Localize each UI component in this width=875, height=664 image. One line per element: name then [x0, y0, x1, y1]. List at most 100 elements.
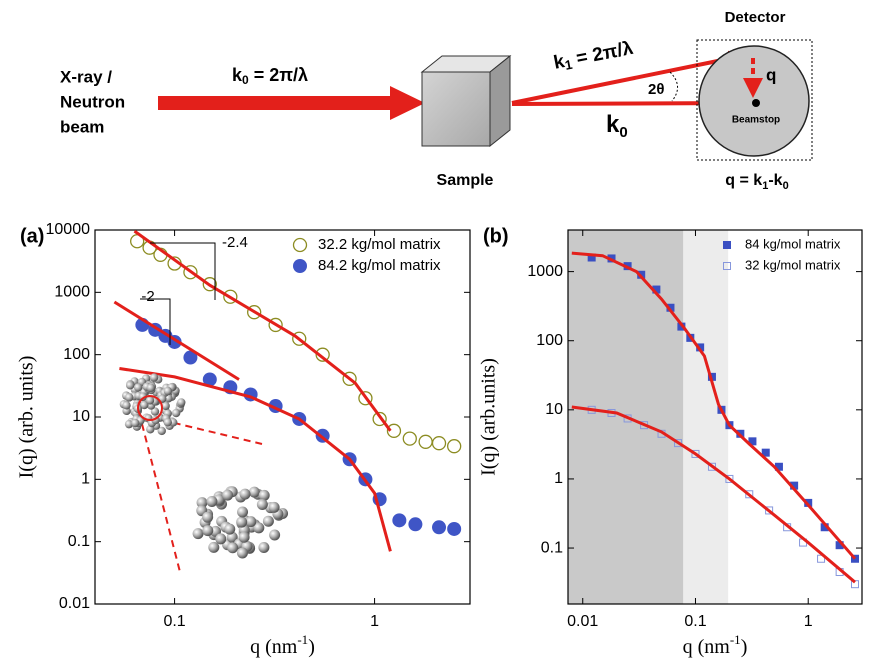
subscript: 1: [762, 180, 768, 192]
y-tick-label: 10000: [46, 221, 91, 238]
point: [386, 423, 402, 438]
chart: 0.1 1 10 100 1000 0.01 0.1 1 84 kg/mol matrix 32 …: [478, 225, 863, 658]
y-axis-label: I(q) (arb. units): [16, 356, 38, 479]
q-def-part: -k: [768, 172, 782, 189]
beamstop-label: Beamstop: [732, 115, 780, 126]
subscript: 0: [619, 124, 627, 141]
chart: 0.01 0.1 1 10 100 1000 10000 0.1 1 32.2 kg/mol ma…: [16, 221, 471, 658]
point: [745, 490, 754, 499]
subscript: 0: [783, 180, 789, 192]
sphere: [262, 515, 274, 527]
point: [652, 285, 661, 294]
sphere: [122, 401, 131, 410]
sphere: [163, 418, 172, 427]
inset-illustration: [119, 373, 289, 573]
panel-label: (a): [20, 225, 44, 247]
sample-label: Sample: [437, 172, 494, 189]
point: [202, 372, 217, 387]
sphere: [125, 381, 135, 390]
point: [358, 391, 373, 406]
y-tick-label: 10: [72, 408, 90, 425]
y-tick-label: 10: [545, 401, 563, 418]
point: [183, 265, 198, 280]
legend-symbol: [723, 241, 731, 249]
point: [202, 277, 217, 292]
detector-label: Detector: [725, 9, 786, 26]
point: [392, 513, 407, 528]
point: [761, 448, 770, 457]
annotation: -2: [141, 288, 154, 305]
y-tick-label: 100: [536, 332, 563, 349]
sphere: [163, 386, 173, 396]
y-axis-label: I(q) (arb.units): [478, 358, 500, 476]
series-group: [571, 251, 859, 589]
x-axis-label-sup: -1: [297, 632, 308, 647]
source-label: beam: [60, 117, 104, 136]
y-tick-label: 0.1: [541, 539, 563, 556]
sphere: [157, 426, 166, 436]
x-axis-label-part: ): [308, 636, 315, 658]
point: [748, 437, 757, 446]
point: [447, 439, 462, 454]
legend-label: 84 kg/mol matrix: [745, 236, 841, 251]
sphere: [224, 523, 236, 535]
sphere: [131, 418, 140, 428]
point: [587, 253, 596, 262]
sphere: [140, 400, 149, 410]
sphere: [125, 393, 134, 402]
sphere: [238, 531, 250, 543]
k: k: [552, 51, 567, 74]
fit-line: [571, 251, 857, 560]
point: [820, 523, 829, 532]
panel-label: (b): [483, 225, 509, 247]
x-axis-label: q (nm-1): [683, 632, 748, 658]
subscript: 1: [564, 57, 574, 73]
point: [790, 481, 799, 490]
x-axis-label-sup: -1: [730, 632, 741, 647]
schematic: X-ray / Neutron beam k0 = 2π/λ 2θ k1 = 2…: [60, 9, 813, 192]
legend-symbol: [723, 262, 731, 270]
sphere: [268, 501, 280, 513]
q-label: q: [766, 65, 776, 84]
sphere: [227, 542, 239, 554]
x-tick-label: 1: [804, 613, 813, 630]
point: [315, 347, 330, 362]
sphere: [206, 495, 218, 507]
point: [431, 436, 447, 451]
x-tick-label: 0.01: [567, 613, 598, 630]
point: [774, 462, 783, 471]
y-tick-label: 1: [81, 471, 90, 488]
sphere: [146, 383, 156, 393]
sphere: [239, 488, 251, 500]
equation: = 2π/λ: [249, 65, 308, 85]
sphere: [245, 516, 257, 528]
x-tick-label: 1: [370, 613, 379, 630]
sphere: [133, 383, 143, 392]
scattered-label: k1 = 2π/λ: [552, 38, 636, 75]
point: [268, 317, 283, 333]
point: [765, 506, 774, 515]
legend-label: 32.2 kg/mol matrix: [318, 236, 441, 253]
point: [223, 289, 238, 304]
subscript: 0: [242, 73, 249, 87]
sphere: [202, 511, 214, 523]
sphere: [171, 408, 181, 418]
point: [247, 305, 262, 320]
fit-line: [571, 405, 856, 584]
series-group: [113, 230, 462, 552]
sphere: [256, 498, 268, 510]
q-definition: q = k1-k0: [725, 172, 788, 192]
incident-label: k0 = 2π/λ: [232, 65, 308, 87]
zoom-circle: [137, 395, 163, 421]
zoom-line: [141, 423, 181, 573]
beamstop: [752, 99, 760, 107]
point: [432, 520, 447, 535]
point: [418, 434, 433, 449]
sphere: [202, 525, 214, 537]
source-label: Neutron: [60, 92, 125, 111]
sphere: [236, 516, 248, 528]
sphere: [258, 541, 270, 553]
sample-cube: [420, 54, 512, 148]
k: k: [606, 111, 620, 138]
x-axis-label: q (nm-1): [250, 632, 315, 658]
